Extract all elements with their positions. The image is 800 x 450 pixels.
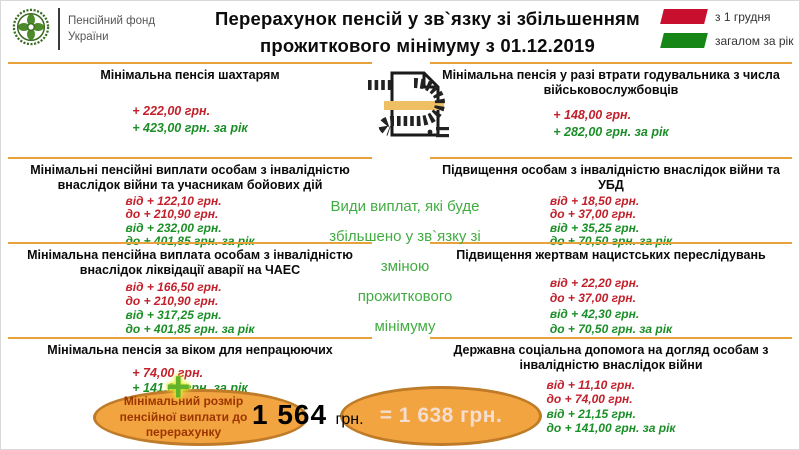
box-nazi-persecution-victims: Підвищення жертвам нацистських пересліду… (430, 242, 792, 337)
value-per-year-max: до + 401,85 грн. за рік (125, 234, 255, 248)
center-note-line: Види виплат, які буде (330, 198, 480, 215)
pension-fund-logo-icon (12, 8, 50, 46)
box-values: від + 22,20 грн. до + 37,00 грн. від + 4… (550, 276, 672, 338)
plus-icon: + (166, 363, 191, 410)
before-recalc-unit: грн. (335, 411, 364, 428)
after-recalc-amount: = 1 638 грн. (379, 404, 503, 427)
value-per-year-max: до + 70,50 грн. за рік (549, 234, 673, 248)
value-from-december-min: від + 22,20 грн. (549, 275, 640, 290)
value-from-december: + 222,00 грн. (132, 103, 211, 118)
legend-label: загалом за рік (715, 33, 794, 48)
page-title-line2: прожиткового мінімуму з 01.12.2019 (260, 35, 595, 56)
value-per-year-max: до + 70,50 грн. за рік (549, 322, 673, 337)
box-title: Мінімальна пенсія у разі втрати годуваль… (442, 68, 780, 97)
value-per-year-min: від + 35,25 грн. (549, 220, 640, 235)
before-recalc-label: Мінімальний розмір пенсійної виплати до … (119, 394, 248, 440)
value-per-year-min: від + 317,25 грн. (125, 307, 222, 322)
legend: з 1 грудня загалом за рік (660, 9, 796, 57)
logo-divider (58, 8, 60, 50)
value-from-december-min: від + 122,10 грн. (125, 193, 222, 208)
center-note-line: зміною (380, 258, 430, 275)
box-title: Мінімальна пенсія за віком для непрацююч… (47, 343, 333, 357)
org-name: Пенсійний фонд України (68, 13, 155, 45)
box-title: Підвищення жертвам нацистських пересліду… (456, 248, 766, 262)
box-war-disability-ubd-raise: Підвищення особам з інвалідністю внаслід… (430, 157, 792, 248)
red-swatch-icon (660, 9, 708, 24)
value-per-year: + 282,00 грн. за рік (553, 124, 669, 139)
before-recalc-number: 1 564 (252, 399, 328, 430)
page-title: Перерахунок пенсій у зв`язку зі збільшен… (155, 5, 700, 59)
value-per-year-max: до + 141,00 грн. за рік (546, 421, 676, 435)
legend-item-year: загалом за рік (660, 33, 796, 48)
value-per-year-max: до + 401,85 грн. за рік (125, 321, 255, 336)
center-note-line: збільшено у зв`язку зі (329, 228, 481, 245)
before-recalc-amount: 1 564 грн. (252, 399, 364, 431)
value-from-december-min: від + 11,10 грн. (546, 377, 635, 392)
box-values: + 222,00 грн. + 423,00 грн. за рік (132, 103, 248, 137)
center-note-line: прожиткового (357, 288, 453, 305)
value-from-december-max: до + 37,00 грн. (549, 207, 636, 221)
box-title: Мінімальна пенсія шахтарям (100, 68, 280, 82)
value-per-year-min: від + 232,00 грн. (125, 220, 222, 235)
value-from-december: + 148,00 грн. (553, 107, 632, 122)
after-recalc-ellipse: = 1 638 грн. (340, 386, 542, 446)
before-recalc-ellipse: Мінімальний розмір пенсійної виплати до … (93, 389, 308, 446)
box-war-disability-combatants: Мінімальні пенсійні виплати особам з інв… (8, 157, 372, 248)
value-per-year-min: від + 21,15 грн. (546, 406, 636, 421)
box-old-age-pension-nonworking: Мінімальна пенсія за віком для непрацююч… (8, 337, 372, 450)
center-note: Види виплат, які буде збільшено у зв`язк… (283, 192, 527, 342)
value-from-december-max: до + 74,00 грн. (546, 392, 633, 406)
box-title: Державна соціальна допомога на догляд ос… (453, 343, 769, 372)
green-swatch-icon (660, 33, 708, 48)
box-values: від + 11,10 грн. до + 74,00 грн. від + 2… (547, 378, 676, 436)
value-per-year-min: від + 42,30 грн. (549, 306, 640, 321)
value-from-december-min: від + 18,50 грн. (549, 193, 640, 208)
box-miners-pension: Мінімальна пенсія шахтарям + 222,00 грн.… (8, 62, 372, 157)
box-values: + 148,00 грн. + 282,00 грн. за рік (553, 107, 669, 141)
center-note-line: мінімуму (374, 318, 436, 335)
value-per-year: + 423,00 грн. за рік (132, 120, 248, 135)
legend-label: з 1 грудня (715, 9, 771, 24)
box-values: від + 18,50 грн. до + 37,00 грн. від + 3… (549, 193, 673, 249)
box-title: Підвищення особам з інвалідністю внаслід… (442, 163, 780, 192)
box-survivor-military: Мінімальна пенсія у разі втрати годуваль… (430, 62, 792, 157)
value-from-december: + 74,00 грн. (132, 365, 204, 380)
box-state-social-care-assistance: Державна соціальна допомога на догляд ос… (430, 337, 792, 450)
org-name-line2: України (68, 31, 109, 44)
org-name-line1: Пенсійний фонд (68, 15, 156, 27)
legend-item-december: з 1 грудня (660, 9, 796, 24)
box-title: Мінімальні пенсійні виплати особам з інв… (30, 163, 350, 192)
box-chernobyl-disability: Мінімальна пенсійна виплата особам з інв… (8, 242, 372, 337)
page-title-line1: Перерахунок пенсій у зв`язку зі збільшен… (215, 8, 640, 29)
box-title: Мінімальна пенсійна виплата особам з інв… (27, 248, 353, 277)
value-from-december-max: до + 210,90 грн. (125, 207, 219, 221)
value-from-december-min: від + 166,50 грн. (125, 279, 222, 294)
box-values: від + 166,50 грн. до + 210,90 грн. від +… (126, 280, 255, 336)
value-from-december-max: до + 210,90 грн. (125, 293, 219, 308)
value-from-december-max: до + 37,00 грн. (549, 291, 636, 306)
box-values: від + 122,10 грн. до + 210,90 грн. від +… (125, 193, 255, 249)
document-recalculation-icon (368, 71, 449, 138)
